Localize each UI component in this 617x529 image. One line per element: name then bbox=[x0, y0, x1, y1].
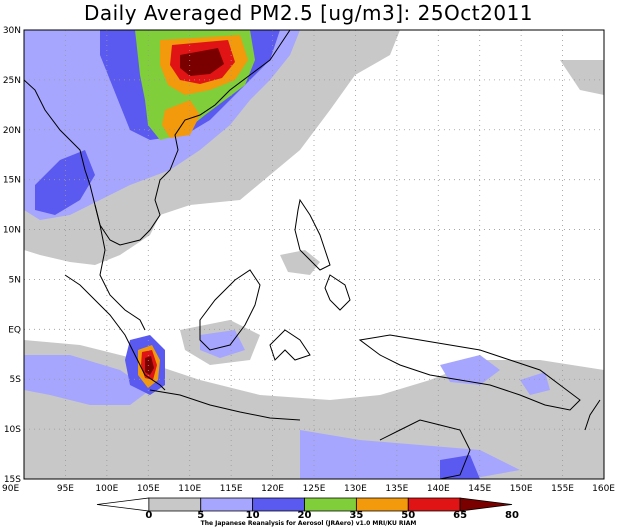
colorbar-level-label: 10 bbox=[246, 510, 260, 521]
lat-tick-label: 20N bbox=[3, 126, 21, 136]
lat-tick-label: 30N bbox=[3, 26, 21, 36]
colorbar-swatch bbox=[96, 497, 150, 512]
lat-lon-grid bbox=[24, 30, 604, 479]
colorbar-level-label: 5 bbox=[197, 510, 204, 521]
coastlines bbox=[24, 30, 601, 479]
longitude-axis: 90E 95E 100E 105E 110E 115E 120E 125E 130E 135E 14… bbox=[2, 484, 615, 494]
lon-tick-label: 100E bbox=[95, 484, 118, 494]
latitude-axis: 30N 25N 20N 15N 10N 5N EQ 5S 10S 15S bbox=[3, 26, 21, 485]
lon-tick-label: 105E bbox=[137, 484, 160, 494]
colorbar-swatch bbox=[148, 497, 202, 512]
lon-tick-label: 95E bbox=[57, 484, 74, 494]
lon-tick-label: 120E bbox=[261, 484, 284, 494]
lat-tick-label: 5S bbox=[10, 375, 22, 385]
lat-tick-label: 25N bbox=[3, 76, 21, 86]
credit-line: The Japanese Reanalysis for Aerosol (JRA… bbox=[200, 520, 417, 527]
lon-tick-label: 125E bbox=[303, 484, 326, 494]
colorbar-swatch bbox=[459, 497, 513, 512]
map-title: Daily Averaged PM2.5 [ug/m3]: 25Oct2011 bbox=[83, 1, 534, 25]
field-layer bbox=[24, 30, 604, 479]
colorbar-level-label: 50 bbox=[401, 510, 415, 521]
lat-tick-label: EQ bbox=[8, 325, 21, 335]
lon-tick-label: 155E bbox=[551, 484, 574, 494]
map-frame bbox=[23, 29, 605, 480]
colorbar-level-label: 65 bbox=[453, 510, 467, 521]
lat-tick-label: 10S bbox=[4, 425, 21, 435]
colorbar-level-label: 0 bbox=[145, 510, 152, 521]
lon-tick-label: 145E bbox=[468, 484, 491, 494]
lon-tick-label: 90E bbox=[2, 484, 19, 494]
lat-tick-label: 5N bbox=[9, 275, 21, 285]
lat-tick-label: 10N bbox=[3, 226, 21, 236]
lat-tick-label: 15S bbox=[4, 475, 21, 485]
lat-tick-label: 15N bbox=[3, 176, 21, 186]
lon-tick-label: 150E bbox=[510, 484, 533, 494]
colorbar-level-label: 35 bbox=[349, 510, 363, 521]
lon-tick-label: 110E bbox=[178, 484, 201, 494]
lon-tick-label: 130E bbox=[344, 484, 367, 494]
lon-tick-label: 140E bbox=[427, 484, 450, 494]
lon-tick-label: 135E bbox=[385, 484, 408, 494]
pm-band-80-plus bbox=[145, 48, 224, 375]
colorbar-level-label: 80 bbox=[505, 510, 519, 521]
lon-tick-label: 160E bbox=[592, 484, 615, 494]
lon-tick-label: 115E bbox=[220, 484, 243, 494]
colorbar-level-label: 20 bbox=[298, 510, 312, 521]
colorbar: 0 5 10 20 35 50 65 80 bbox=[96, 497, 519, 521]
